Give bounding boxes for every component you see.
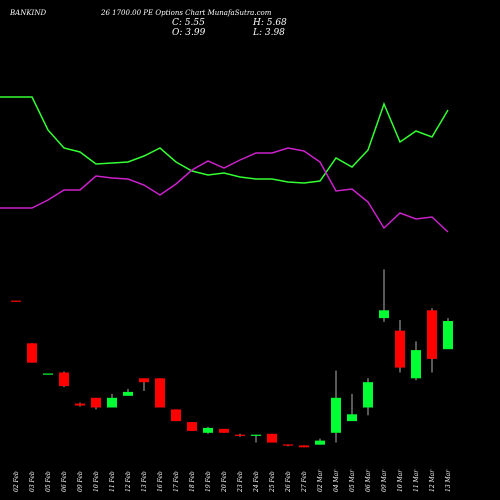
candle-body-down — [59, 372, 69, 387]
candle-body-up — [347, 414, 357, 422]
candle-body-up — [379, 310, 389, 319]
x-tick-label: 05 Mar — [349, 469, 356, 492]
x-tick-label: 11 Mar — [413, 469, 420, 492]
x-tick-label: 11 Feb — [109, 471, 116, 492]
x-tick-label: 12 Feb — [125, 471, 132, 492]
candle-body-down — [427, 310, 437, 359]
high-value: H: 5.68 — [253, 18, 287, 28]
x-tick-label: 16 Feb — [157, 471, 164, 492]
x-tick-label: 27 Feb — [301, 471, 308, 493]
candle-body-down — [27, 343, 37, 363]
candle-body-up — [43, 373, 53, 375]
x-tick-label: 10 Feb — [93, 471, 100, 492]
candle-body-up — [107, 397, 117, 408]
candle-body-down — [187, 422, 197, 431]
x-tick-label: 19 Feb — [205, 471, 212, 492]
candle-body-down — [283, 444, 293, 446]
open-value: O: 3.99 — [172, 28, 206, 38]
x-tick-label: 02 Mar — [317, 469, 324, 492]
x-tick-label: 09 Feb — [77, 471, 84, 492]
candle-body-down — [155, 378, 165, 408]
candle-body-up — [203, 427, 213, 433]
x-tick-label: 10 Mar — [397, 469, 404, 492]
x-tick-label: 09 Mar — [381, 469, 388, 492]
magenta-indicator-line — [0, 147, 449, 233]
close-value: C: 5.55 — [172, 18, 205, 28]
candle-body-up — [251, 434, 261, 436]
x-tick-label: 18 Feb — [189, 471, 196, 492]
contract-title: 26 1700.00 PE Options Chart MunafaSutra.… — [101, 9, 272, 17]
x-tick-label: 13 Feb — [141, 471, 148, 492]
candle-body-down — [299, 445, 309, 448]
candle-body-down — [11, 300, 21, 302]
candle-body-up — [411, 350, 421, 379]
x-tick-label: 12 Mar — [429, 469, 436, 492]
x-tick-label: 02 Feb — [13, 471, 20, 492]
candle-body-down — [171, 409, 181, 422]
candle-body-down — [267, 433, 277, 443]
candle-body-up — [363, 382, 373, 408]
x-tick-label: 13 Mar — [445, 469, 452, 492]
x-tick-label: 17 Feb — [173, 471, 180, 492]
candle-body-down — [75, 403, 85, 406]
candle-body-down — [91, 397, 101, 408]
green-indicator-line — [0, 96, 449, 184]
x-tick-label: 20 Feb — [221, 471, 228, 493]
candle-body-up — [315, 440, 325, 445]
x-tick-label: 26 Feb — [285, 471, 292, 493]
symbol-label: BANKIND — [10, 9, 47, 17]
candle-body-down — [139, 378, 149, 383]
x-tick-label: 04 Mar — [333, 469, 340, 492]
x-tick-label: 05 Feb — [45, 471, 52, 492]
x-tick-label: 06 Feb — [61, 471, 68, 492]
low-value: L: 3.98 — [253, 28, 285, 38]
x-tick-label: 23 Feb — [237, 471, 244, 493]
x-tick-label: 25 Feb — [269, 471, 276, 493]
candle-body-up — [331, 397, 341, 433]
x-tick-label: 06 Mar — [365, 469, 372, 492]
candle-body-down — [235, 434, 245, 436]
candle-body-down — [219, 428, 229, 433]
candle-body-down — [395, 330, 405, 368]
x-tick-label: 24 Feb — [253, 471, 260, 493]
x-tick-label: 03 Feb — [29, 471, 36, 492]
candle-body-up — [443, 321, 453, 350]
candle-body-up — [123, 391, 133, 396]
